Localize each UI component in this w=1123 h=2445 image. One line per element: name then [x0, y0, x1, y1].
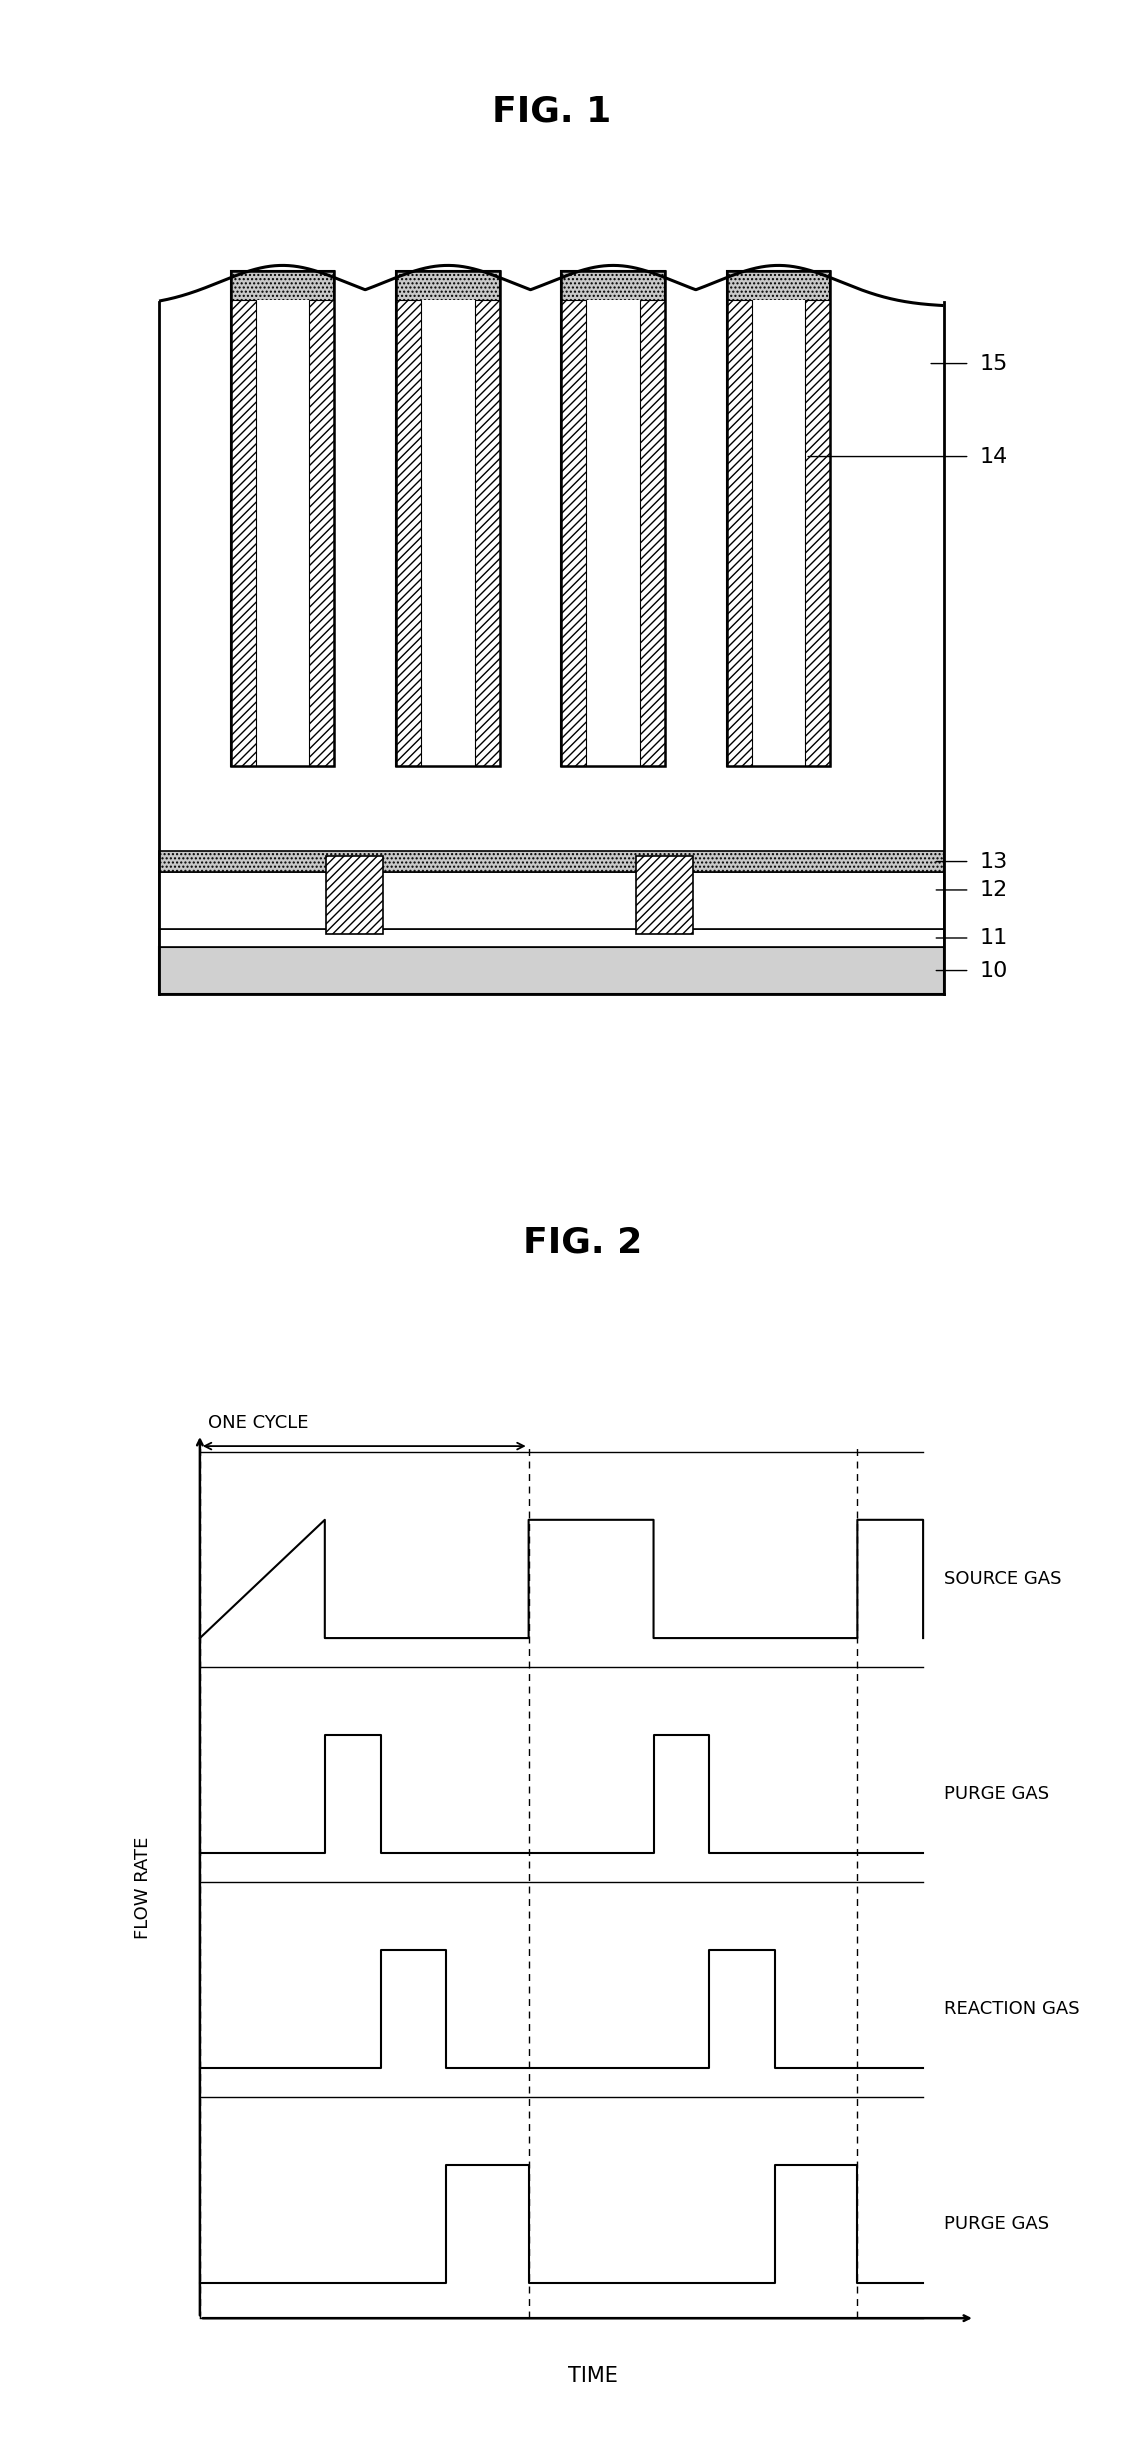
Text: 11: 11: [980, 929, 1008, 949]
Bar: [640, 298, 665, 765]
Bar: [421, 298, 475, 765]
Bar: [327, 856, 383, 934]
Bar: [396, 271, 500, 765]
Bar: [586, 298, 640, 765]
Bar: [475, 298, 500, 765]
Text: 14: 14: [980, 447, 1008, 467]
Bar: [805, 298, 830, 765]
Text: PURGE GAS: PURGE GAS: [943, 2215, 1049, 2232]
Text: TIME: TIME: [567, 2367, 618, 2386]
Bar: [562, 271, 665, 765]
Text: 15: 15: [980, 355, 1008, 374]
Bar: [727, 271, 830, 765]
Bar: [310, 298, 335, 765]
Bar: [256, 298, 310, 765]
Bar: [231, 298, 256, 765]
Bar: [727, 298, 751, 765]
Text: FIG. 2: FIG. 2: [522, 1225, 641, 1259]
Text: FLOW RATE: FLOW RATE: [134, 1836, 152, 1939]
Text: 13: 13: [980, 851, 1008, 870]
Text: REACTION GAS: REACTION GAS: [943, 2000, 1079, 2017]
Bar: [637, 856, 693, 934]
Bar: [158, 929, 943, 946]
Text: ONE CYCLE: ONE CYCLE: [208, 1413, 309, 1433]
Bar: [158, 873, 943, 929]
Bar: [396, 298, 421, 765]
Bar: [396, 271, 500, 765]
Bar: [231, 271, 335, 765]
Bar: [158, 851, 943, 873]
Text: PURGE GAS: PURGE GAS: [943, 1785, 1049, 1802]
Bar: [562, 271, 665, 765]
Text: FIG. 1: FIG. 1: [492, 95, 611, 130]
Text: 12: 12: [980, 880, 1008, 900]
Bar: [158, 946, 943, 993]
Text: 10: 10: [980, 961, 1008, 980]
Bar: [751, 298, 805, 765]
Bar: [727, 271, 830, 765]
Bar: [562, 298, 586, 765]
Text: SOURCE GAS: SOURCE GAS: [943, 1570, 1061, 1587]
Bar: [231, 271, 335, 765]
